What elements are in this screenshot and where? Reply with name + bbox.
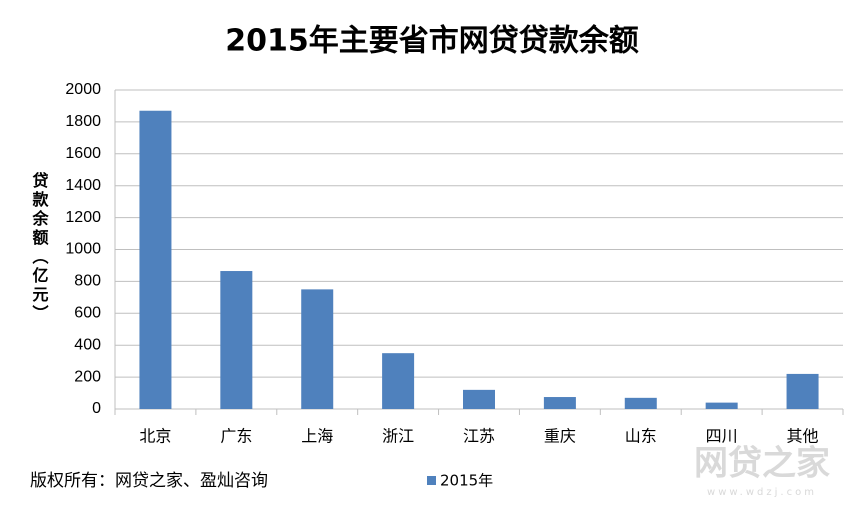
source-note: 版权所有：网贷之家、盈灿咨询 — [30, 471, 268, 491]
watermark: 网贷之家 — [694, 444, 830, 484]
bar — [382, 353, 415, 409]
bar — [301, 289, 334, 409]
y-tick-label: 400 — [74, 336, 101, 353]
bar — [543, 397, 576, 409]
y-tick-label: 2000 — [65, 81, 101, 98]
y-tick-label: 1800 — [65, 113, 101, 130]
x-tick-label: 四川 — [706, 427, 738, 446]
y-tick-label: 0 — [92, 400, 101, 417]
x-tick-label: 江苏 — [463, 427, 495, 446]
y-tick-label: 1200 — [65, 209, 101, 226]
y-tick-label: 1400 — [65, 177, 101, 194]
x-tick-label: 广东 — [220, 427, 252, 446]
bar — [786, 373, 819, 409]
legend-label: 2015年 — [440, 472, 493, 490]
x-tick-label: 重庆 — [544, 427, 576, 446]
bar — [705, 402, 738, 409]
y-tick-label: 800 — [74, 273, 101, 290]
x-tick-label: 北京 — [139, 427, 171, 446]
y-tick-label: 200 — [74, 368, 101, 385]
bar — [139, 110, 172, 410]
watermark-url: www.wdzj.com — [707, 487, 817, 498]
chart-title: 2015年主要省市网贷贷款余额 — [225, 24, 639, 59]
x-tick-label: 山东 — [625, 427, 657, 446]
bar — [220, 271, 253, 409]
x-tick-label: 上海 — [301, 427, 333, 446]
x-tick-label: 浙江 — [382, 427, 414, 446]
bar — [463, 389, 495, 409]
bar — [624, 397, 657, 409]
y-tick-label: 1600 — [65, 145, 101, 162]
y-tick-label: 600 — [74, 305, 101, 322]
y-axis-label: 贷款余额（亿元） — [30, 171, 50, 324]
legend-swatch — [427, 476, 436, 485]
y-tick-label: 1000 — [65, 241, 101, 258]
x-tick-label: 其他 — [787, 427, 819, 446]
